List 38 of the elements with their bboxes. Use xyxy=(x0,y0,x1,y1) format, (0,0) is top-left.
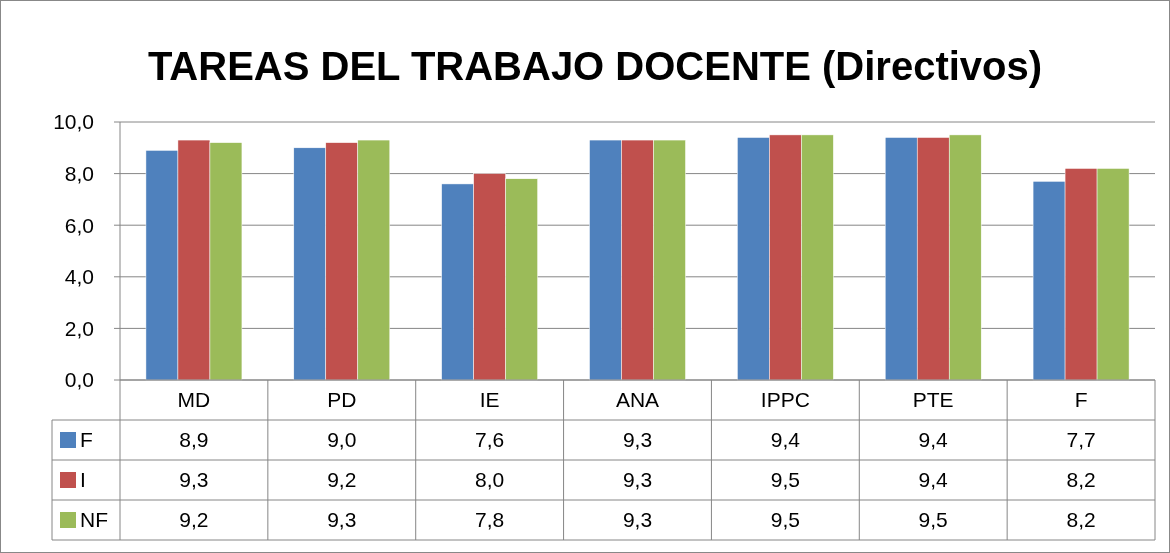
data-label: 7,7 xyxy=(1066,428,1096,452)
x-tick-label: F xyxy=(1074,388,1088,412)
data-label: 8,2 xyxy=(1066,468,1096,492)
x-tick-label: MD xyxy=(177,388,211,412)
data-label: 9,4 xyxy=(918,468,949,492)
chart-title: TAREAS DEL TRABAJO DOCENTE (Directivos) xyxy=(147,44,1043,88)
data-label: 8,0 xyxy=(475,468,505,492)
data-label: 9,5 xyxy=(770,468,800,492)
data-label: 9,5 xyxy=(918,508,948,532)
legend-label: I xyxy=(80,468,86,492)
data-label: 9,5 xyxy=(770,508,800,532)
data-label: 9,4 xyxy=(918,428,949,452)
data-label: 8,9 xyxy=(179,428,209,452)
data-label: 9,2 xyxy=(179,508,209,532)
data-label: 9,3 xyxy=(327,508,357,532)
data-label: 9,3 xyxy=(622,508,653,532)
legend-label: NF xyxy=(80,508,108,532)
data-label: 9,0 xyxy=(327,428,357,452)
data-label: 7,8 xyxy=(475,508,505,532)
data-label: 9,3 xyxy=(179,468,209,492)
data-label: 7,6 xyxy=(475,428,505,452)
y-tick-label: 2,0 xyxy=(64,316,94,340)
y-tick-label: 0,0 xyxy=(64,368,94,392)
legend-label: F xyxy=(80,428,93,452)
y-tick-label: 10,0 xyxy=(53,110,94,134)
data-label: 9,3 xyxy=(622,428,653,452)
x-tick-label: IE xyxy=(479,388,500,412)
y-tick-label: 6,0 xyxy=(64,213,94,237)
y-tick-label: 4,0 xyxy=(64,265,94,289)
y-tick-label: 8,0 xyxy=(64,161,94,185)
data-label: 8,2 xyxy=(1066,508,1096,532)
x-tick-label: PD xyxy=(327,388,357,412)
x-tick-label: IPPC xyxy=(760,388,810,412)
data-label: 9,2 xyxy=(327,468,357,492)
x-tick-label: PTE xyxy=(912,388,954,412)
data-label: 9,4 xyxy=(770,428,801,452)
data-label: 9,3 xyxy=(622,468,653,492)
x-tick-label: ANA xyxy=(615,388,660,412)
